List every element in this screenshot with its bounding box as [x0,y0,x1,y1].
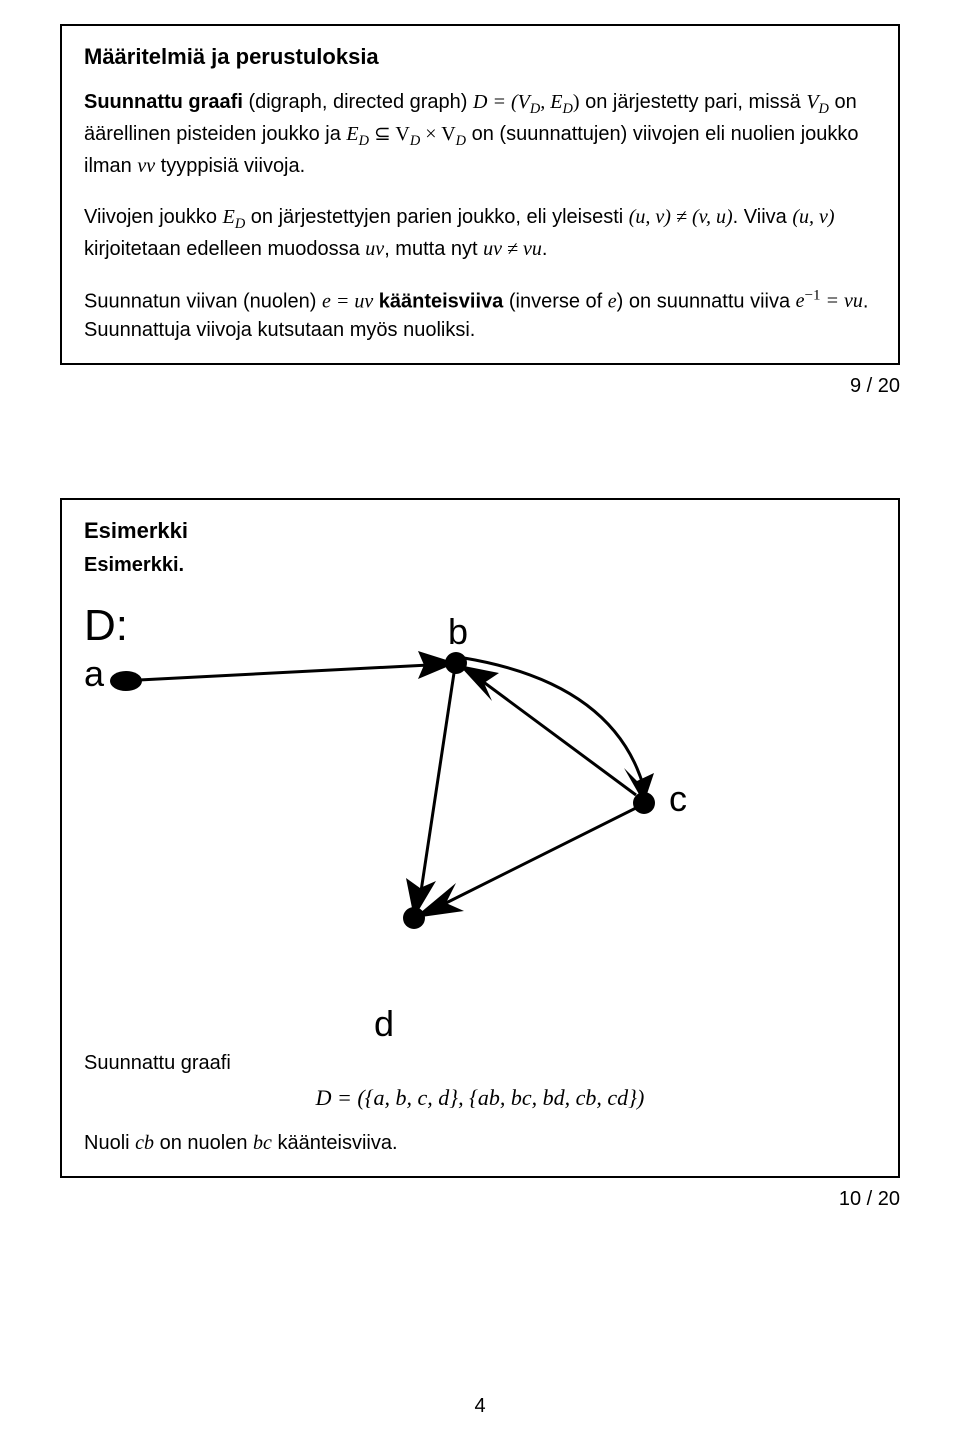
math-part: , E [540,91,562,113]
block1-para3: Suunnatun viivan (nuolen) e = uv kääntei… [84,286,876,346]
math: e−1 = vu [796,290,863,312]
text: . [542,238,548,260]
subscript: D [410,133,420,149]
math-part: V [806,91,818,113]
math: (u, v) ≠ (v, u) [629,206,733,228]
graph-equation: D = ({a, b, c, d}, {ab, bc, bd, cb, cd}) [84,1085,876,1111]
node-label-d: d [374,1003,394,1045]
block1-para1: Suunnattu graafi (digraph, directed grap… [84,88,876,181]
math: (u, v) [792,206,834,228]
math-part: D = (V [473,91,530,113]
math: e [608,290,617,312]
caption-row: Suunnattu graafi d [84,1003,876,1075]
block1-para2: Viivojen joukko ED on järjestettyjen par… [84,203,876,264]
edge-c-b [474,675,636,795]
math-part: E [346,123,358,145]
math: uv ≠ vu [483,238,542,260]
equation-text: D = ({a, b, c, d}, {ab, bc, bd, cb, cd}) [316,1085,645,1110]
graph-container: D: a b c [84,583,876,1003]
example-block: Esimerkki Esimerkki. D: a b c [60,498,900,1178]
math-part: e [796,290,805,312]
block2-title: Esimerkki [84,518,876,544]
math: ED ⊆ VD × VD [346,123,466,145]
node-a [110,671,142,691]
text: . Viiva [733,206,793,228]
text: on nuolen [154,1132,253,1154]
math: uv [365,238,384,260]
arrowhead-c-b [459,665,499,701]
math: VD [806,91,829,113]
page-number-top: 9 / 20 [60,375,900,398]
block2-footline: Nuoli cb on nuolen bc käänteisviiva. [84,1129,876,1158]
page-number-bottom: 10 / 20 [60,1188,900,1211]
text: (inverse of [503,290,607,312]
definition-block: Määritelmiä ja perustuloksia Suunnattu g… [60,24,900,365]
graph-svg [84,583,884,983]
subscript: D [359,133,369,149]
text: Nuoli [84,1132,135,1154]
text: on järjestetty pari, missä [580,91,807,113]
edge-b-d [420,673,454,898]
text: Suunnatun viivan (nuolen) [84,290,322,312]
edge-a-b [139,665,429,680]
math: vv [137,155,155,177]
text: kirjoitetaan edelleen muodossa [84,238,365,260]
math: ED [223,206,246,228]
math: D = (VD, ED) [473,91,580,113]
text: tyyppisiä viivoja. [155,155,305,177]
math-part: × V [420,123,455,145]
subscript: D [819,101,829,117]
text: on järjestettyjen parien joukko, eli yle… [245,206,629,228]
block1-title: Määritelmiä ja perustuloksia [84,44,876,70]
text: , mutta nyt [384,238,483,260]
subscript: D [530,101,540,117]
term-kaanteisviiva: käänteisviiva [373,290,503,312]
text: ) on suunnattu viiva [617,290,796,312]
subscript: D [456,133,466,149]
superscript: −1 [805,288,821,304]
math: cb [135,1132,154,1154]
footer-page-number: 4 [0,1395,960,1418]
math-part: ⊆ V [369,123,410,145]
term-suunnattu-graafi: Suunnattu graafi [84,91,243,113]
edge-c-d [436,808,636,908]
text: (digraph, directed graph) [243,91,473,113]
subscript: D [562,101,572,117]
math-part: E [223,206,235,228]
math-part: = vu [821,290,863,312]
graph-caption: Suunnattu graafi [84,1052,334,1075]
subscript: D [235,216,245,232]
text: Viivojen joukko [84,206,223,228]
math: bc [253,1132,272,1154]
math: e = uv [322,290,373,312]
block2-subtitle: Esimerkki. [84,554,876,577]
text: käänteisviiva. [272,1132,398,1154]
math-part: ) [573,91,580,113]
